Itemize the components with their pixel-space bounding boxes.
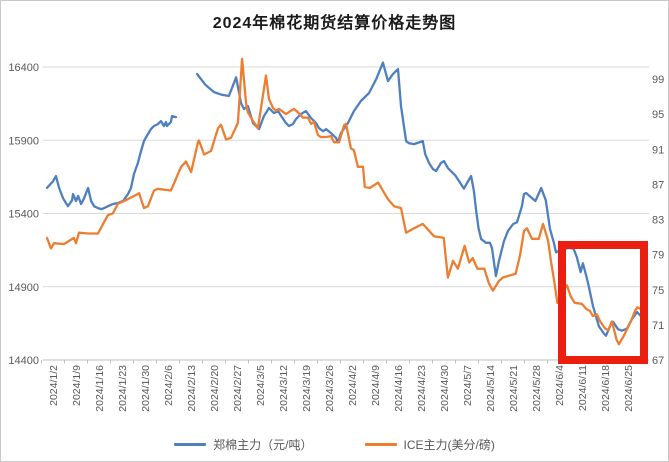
x-axis-date-label: 2024/3/12 (278, 365, 290, 412)
x-axis-date-label: 2024/5/7 (462, 365, 474, 406)
chart-title: 2024年棉花期货结算价格走势图 (212, 15, 457, 32)
y-axis-left-label: 16400 (8, 62, 39, 74)
y-axis-right-label: 67 (652, 355, 664, 367)
x-axis-date-label: 2024/6/18 (600, 365, 612, 412)
x-axis-date-label: 2024/4/30 (439, 365, 451, 412)
x-axis-date-label: 2024/2/6 (163, 365, 175, 406)
legend-item-zheng-cotton: 郑棉主力（元/吨） (174, 436, 313, 453)
y-axis-right-label: 91 (652, 144, 664, 156)
x-axis-date-label: 2024/1/9 (71, 365, 83, 406)
x-axis-date-label: 2024/3/19 (301, 365, 313, 412)
legend-label: ICE主力(美分/磅) (403, 438, 495, 452)
x-axis-date-label: 2024/5/14 (485, 365, 497, 412)
y-axis-right-label: 79 (652, 250, 664, 262)
legend-label: 郑棉主力（元/吨） (213, 438, 313, 452)
x-axis-date-label: 2024/6/11 (577, 365, 589, 411)
x-axis-date-label: 2024/5/28 (531, 365, 543, 412)
ice-cotton-line (45, 57, 643, 346)
y-axis-left-label: 15900 (8, 135, 39, 147)
x-axis-date-label: 2024/4/2 (347, 365, 359, 406)
x-axis-date-label: 2024/1/16 (94, 365, 106, 412)
y-axis-left-label: 14900 (8, 282, 39, 294)
red-highlight-box (558, 241, 648, 364)
y-axis-right-label: 95 (652, 109, 664, 121)
x-axis-date-label: 2024/3/5 (255, 365, 267, 406)
x-axis-date-label: 2024/4/9 (370, 365, 382, 406)
y-axis-left-label: 15400 (8, 209, 39, 221)
x-axis-date-label: 2024/2/27 (232, 365, 244, 412)
orange-line-swatch-icon (364, 443, 397, 446)
x-axis-date-label: 2024/1/23 (117, 365, 129, 412)
zheng-cotton-line (45, 114, 178, 211)
legend-item-ice: ICE主力(美分/磅) (364, 436, 495, 453)
x-axis-date-label: 2024/3/26 (324, 365, 336, 412)
y-axis-right-label: 99 (652, 74, 664, 86)
blue-line-swatch-icon (174, 443, 207, 446)
x-axis-date-label: 2024/2/13 (186, 365, 198, 412)
x-axis-date-label: 2024/4/16 (393, 365, 405, 412)
y-axis-right-label: 83 (652, 215, 664, 227)
zheng-cotton-line (195, 61, 643, 337)
y-axis-left-label: 14400 (8, 355, 39, 367)
x-axis-date-label: 2024/6/4 (554, 365, 566, 406)
x-axis-date-label: 2024/1/2 (48, 365, 60, 406)
x-axis-date-label: 2024/6/25 (623, 365, 635, 412)
x-axis-date-label: 2024/2/20 (209, 365, 221, 412)
x-axis-date-label: 2024/5/21 (508, 365, 520, 412)
y-axis-right-label: 75 (652, 285, 664, 297)
chart-legend: 郑棉主力（元/吨） ICE主力(美分/磅) (1, 436, 668, 453)
y-axis-right-label: 71 (652, 320, 664, 332)
y-axis-right-label: 87 (652, 179, 664, 191)
x-axis-date-label: 2024/4/23 (416, 365, 428, 412)
x-axis-date-label: 2024/1/30 (140, 365, 152, 412)
